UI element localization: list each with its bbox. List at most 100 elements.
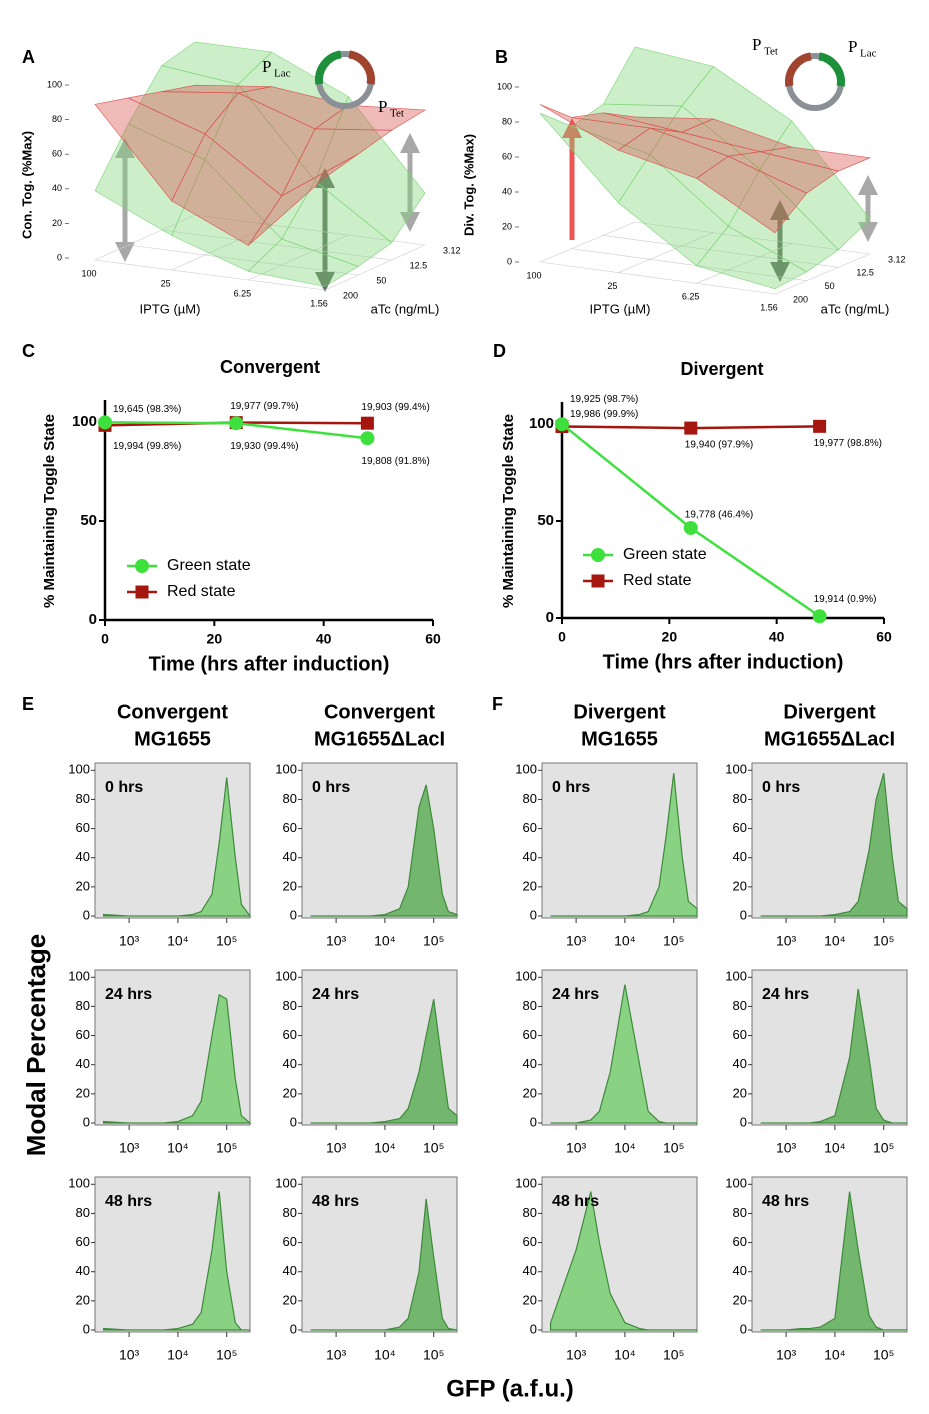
- floor-grid: [94, 214, 196, 261]
- x-tick-label: 10⁴: [824, 933, 846, 949]
- promoter-subscript: Tet: [390, 108, 404, 120]
- x-tick-label: 10⁵: [216, 1140, 237, 1156]
- y-tick-label: 80: [733, 998, 747, 1013]
- floor-grid: [248, 234, 349, 281]
- figure-y-label: Modal Percentage: [21, 934, 51, 1157]
- time-label: 48 hrs: [312, 1193, 359, 1210]
- plot-area: [751, 1176, 908, 1333]
- promoter-label: P: [262, 57, 271, 76]
- floor-grid: [194, 214, 426, 246]
- y-tick-label: 0: [83, 1321, 90, 1336]
- marker: [684, 421, 698, 435]
- y-tick-label: 80: [76, 1205, 90, 1220]
- x-tick-label: 10³: [326, 1140, 347, 1156]
- y-tick-label: 0: [89, 611, 97, 628]
- y-tick-label: 40: [283, 1056, 297, 1071]
- x-tick-label: 10³: [119, 933, 140, 949]
- y-tick-label: 60: [523, 820, 537, 835]
- histogram-area: [310, 999, 458, 1124]
- x-tick-label: 60: [876, 629, 892, 645]
- y-tick-label: 20: [283, 1292, 297, 1307]
- value-label: 19,994 (99.8%): [113, 441, 181, 452]
- legend-marker: [591, 574, 605, 588]
- floor-grid: [171, 224, 272, 271]
- y-tick-label: 20: [523, 1292, 537, 1307]
- x-tick-label: 60: [425, 631, 441, 647]
- y-axis-label: aTc (ng/mL): [371, 301, 440, 316]
- y-tick-label: 100: [725, 1176, 747, 1191]
- y-tick-label: 60: [283, 1027, 297, 1042]
- x-tick-label: 10³: [776, 1347, 797, 1363]
- x-tick-label: 0: [101, 631, 109, 647]
- y-tick-label: 0: [290, 1321, 297, 1336]
- x-axis-label: IPTG (µM): [140, 301, 201, 316]
- value-label: 19,930 (99.4%): [230, 441, 298, 452]
- time-label: 24 hrs: [762, 986, 809, 1003]
- floor-grid: [324, 244, 426, 291]
- z-tick-label: 40: [502, 186, 512, 196]
- y-tick-label: 60: [283, 820, 297, 835]
- time-label: 48 hrs: [762, 1193, 809, 1210]
- panel-title: MG1655ΔLacI: [314, 728, 445, 750]
- histogram-area: [310, 1198, 458, 1331]
- y-tick-label: 200: [343, 290, 358, 300]
- y-tick-label: 80: [283, 791, 297, 806]
- floor-grid: [634, 221, 871, 255]
- value-label: 19,808 (91.8%): [361, 456, 429, 467]
- value-label: 19,925 (98.7%): [570, 394, 638, 405]
- y-tick-label: 100: [68, 1176, 90, 1191]
- y-tick-label: 20: [76, 1085, 90, 1100]
- x-tick-label: 10⁴: [614, 1347, 636, 1363]
- x-tick-label: 10⁴: [374, 1140, 396, 1156]
- y-tick-label: 80: [76, 791, 90, 806]
- x-tick-label: 10⁴: [374, 933, 396, 949]
- y-tick-label: 40: [523, 1263, 537, 1278]
- z-axis-label: Con. Tog. (%Max): [19, 131, 34, 239]
- histogram-area: [550, 773, 698, 917]
- y-tick-label: 100: [725, 762, 747, 777]
- time-label: 48 hrs: [105, 1193, 152, 1210]
- y-tick-label: 0: [740, 907, 747, 922]
- y-tick-label: 60: [76, 1027, 90, 1042]
- x-tick-label: 10⁵: [216, 1347, 237, 1363]
- floor-grid: [571, 248, 807, 281]
- y-tick-label: 60: [76, 820, 90, 835]
- x-tick-label: 10⁵: [423, 933, 444, 949]
- floor-grid: [603, 235, 839, 268]
- y-tick-label: 50: [376, 275, 386, 285]
- x-tick-label: 25: [607, 281, 617, 291]
- y-tick-label: 40: [733, 1056, 747, 1071]
- value-label: 19,977 (99.7%): [230, 401, 298, 412]
- z-tick-label: 20: [502, 221, 512, 231]
- gene-arrow: [818, 52, 845, 87]
- x-tick-label: 6.25: [234, 288, 252, 298]
- y-tick-label: 20: [733, 1085, 747, 1100]
- y-tick-label: 100: [529, 415, 554, 432]
- marker: [360, 431, 375, 446]
- y-tick-label: 80: [733, 1205, 747, 1220]
- figure-x-label: GFP (a.f.u.): [446, 1375, 574, 1402]
- panel-letter: A: [22, 47, 35, 67]
- x-tick-label: 40: [316, 631, 332, 647]
- panel-letter: D: [493, 341, 506, 361]
- y-tick-label: 40: [283, 849, 297, 864]
- y-tick-label: 100: [275, 1176, 297, 1191]
- y-tick-label: 100: [515, 762, 537, 777]
- floor-grid: [539, 261, 776, 295]
- promoter-label: P: [848, 37, 857, 56]
- x-tick-label: 6.25: [682, 292, 700, 302]
- x-tick-label: 10⁴: [824, 1347, 846, 1363]
- value-label: 19,977 (98.8%): [814, 438, 882, 449]
- z-axis-label: Div. Tog. (%Max): [461, 134, 476, 236]
- x-axis-label: Time (hrs after induction): [603, 651, 844, 673]
- x-tick-label: 10⁵: [873, 933, 894, 949]
- x-tick-label: 10⁵: [423, 1347, 444, 1363]
- histogram-area: [102, 777, 252, 917]
- y-tick-label: 20: [733, 878, 747, 893]
- surface-patch: [248, 153, 359, 246]
- promoter-label: P: [752, 35, 761, 54]
- y-tick-label: 60: [76, 1234, 90, 1249]
- time-label: 0 hrs: [762, 779, 800, 796]
- y-tick-label: 3.12: [888, 254, 906, 264]
- y-tick-label: 50: [537, 512, 554, 529]
